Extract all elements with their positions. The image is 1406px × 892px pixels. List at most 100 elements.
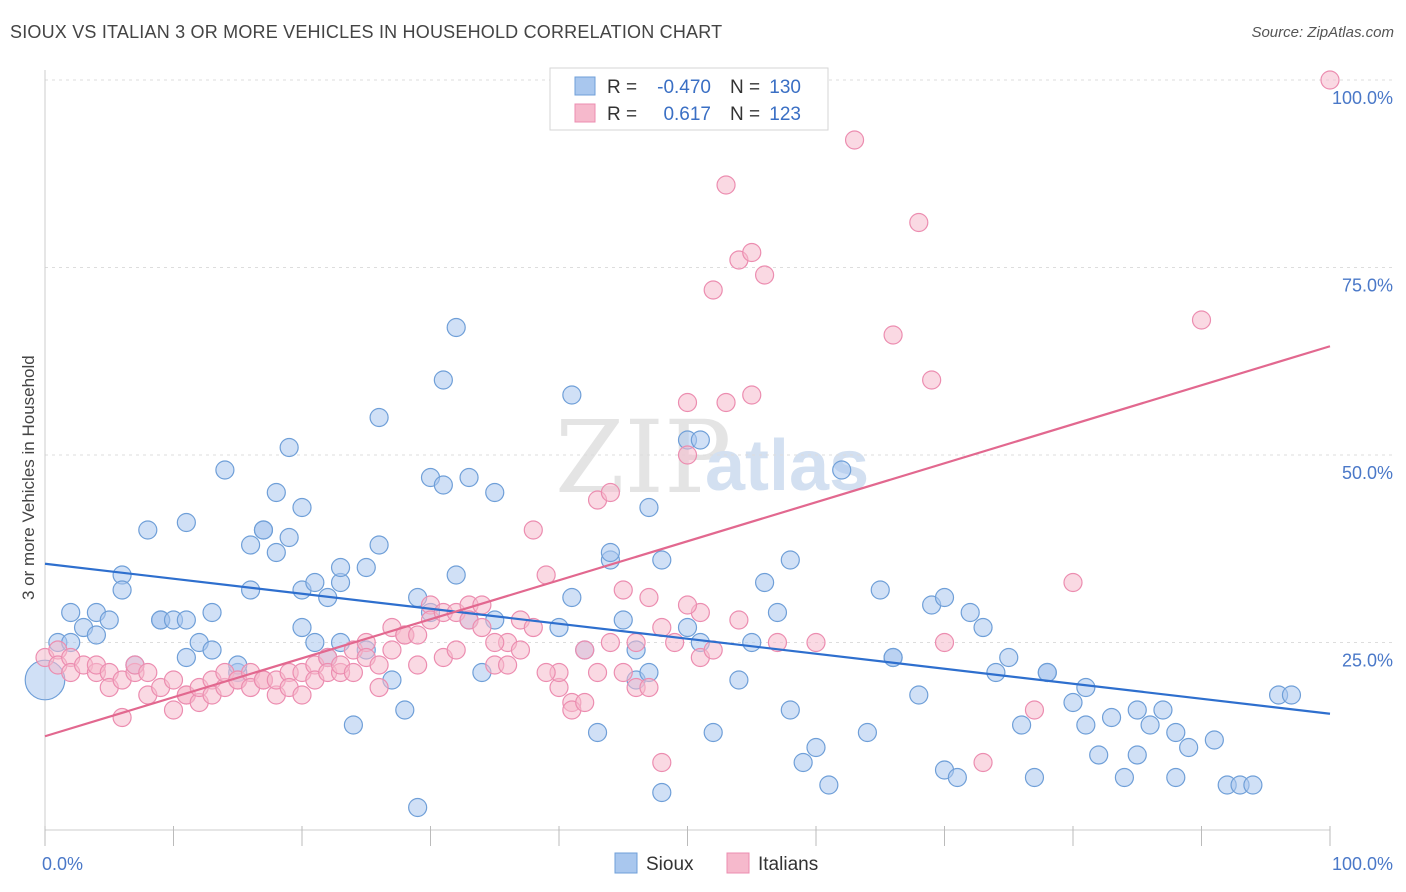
point-sioux bbox=[369, 535, 389, 555]
point-sioux bbox=[690, 430, 710, 450]
point-italians bbox=[536, 662, 556, 683]
x-axis-ticks bbox=[44, 826, 1331, 846]
x-tick-label-min: 0.0% bbox=[42, 854, 83, 874]
point-sioux bbox=[870, 580, 890, 600]
point-sioux bbox=[754, 572, 775, 593]
point-italians bbox=[587, 662, 608, 683]
point-sioux bbox=[819, 775, 839, 795]
point-italians bbox=[973, 752, 993, 773]
y-axis-label: 3 or more Vehicles in Household bbox=[19, 355, 38, 600]
point-sioux bbox=[742, 632, 762, 653]
point-italians bbox=[806, 632, 826, 653]
legend-r-value-italians: 0.617 bbox=[663, 104, 711, 125]
y-tick-label: 25.0% bbox=[1342, 651, 1393, 671]
point-sioux bbox=[446, 317, 466, 338]
point-italians bbox=[485, 632, 505, 653]
point-sioux bbox=[600, 542, 621, 563]
point-italians bbox=[844, 130, 865, 150]
point-sioux bbox=[1076, 677, 1096, 698]
point-italians bbox=[343, 662, 363, 683]
legend-r-label-italians: R = bbox=[607, 104, 637, 125]
point-sioux bbox=[433, 370, 453, 390]
point-italians bbox=[408, 655, 428, 675]
point-sioux bbox=[999, 647, 1019, 668]
point-italians bbox=[163, 670, 184, 690]
point-sioux bbox=[86, 625, 107, 645]
point-sioux bbox=[459, 467, 479, 488]
point-sioux bbox=[1166, 722, 1186, 743]
point-sioux bbox=[562, 587, 582, 608]
point-sioux bbox=[587, 722, 608, 743]
point-italians bbox=[742, 242, 762, 263]
point-italians bbox=[909, 212, 929, 233]
bottom-legend-swatch-italians bbox=[726, 852, 750, 874]
point-italians bbox=[1024, 700, 1045, 720]
point-sioux bbox=[292, 497, 312, 518]
point-sioux bbox=[793, 752, 813, 773]
point-italians bbox=[677, 392, 698, 413]
point-sioux bbox=[1179, 737, 1199, 758]
point-sioux bbox=[1153, 700, 1173, 720]
point-italians bbox=[703, 280, 723, 300]
point-italians bbox=[742, 385, 762, 405]
point-sioux bbox=[677, 617, 698, 638]
point-italians bbox=[510, 640, 531, 660]
point-sioux bbox=[215, 460, 235, 480]
point-italians bbox=[575, 640, 595, 660]
point-italians bbox=[382, 640, 402, 660]
point-sioux bbox=[960, 602, 980, 623]
point-sioux bbox=[266, 542, 286, 563]
y-tick-labels: 100.0% 75.0% 50.0% 25.0% bbox=[1332, 88, 1393, 671]
y-tick-label: 50.0% bbox=[1342, 463, 1393, 483]
point-sioux bbox=[639, 497, 659, 518]
bottom-legend-label-italians: Italians bbox=[758, 854, 818, 875]
point-sioux bbox=[1204, 730, 1224, 750]
point-italians bbox=[922, 370, 942, 390]
point-sioux bbox=[202, 602, 222, 623]
point-italians bbox=[677, 595, 698, 615]
trend-line-italians bbox=[44, 345, 1331, 738]
point-italians bbox=[652, 617, 672, 638]
source-label: Source: ZipAtlas.com bbox=[1251, 24, 1394, 41]
point-sioux bbox=[832, 460, 852, 480]
point-italians bbox=[677, 445, 698, 465]
legend-r-label-sioux: R = bbox=[607, 77, 637, 98]
bottom-legend-swatch-sioux bbox=[614, 852, 638, 874]
legend-swatch-italians bbox=[574, 103, 596, 123]
point-sioux bbox=[703, 722, 723, 743]
bottom-legend-label-sioux: Sioux bbox=[646, 854, 694, 875]
point-sioux bbox=[729, 670, 749, 690]
point-italians bbox=[767, 632, 788, 653]
point-italians bbox=[716, 175, 736, 195]
chart-title: SIOUX VS ITALIAN 3 OR MORE VEHICLES IN H… bbox=[10, 22, 723, 42]
point-italians bbox=[369, 655, 389, 675]
point-sioux bbox=[1140, 715, 1160, 735]
point-sioux bbox=[1243, 775, 1263, 795]
point-sioux bbox=[1063, 692, 1083, 713]
series-legend: Sioux Italians bbox=[614, 852, 818, 875]
point-sioux bbox=[279, 437, 299, 458]
correlation-legend: R = -0.470 N = 130 R = 0.617 N = 123 bbox=[549, 67, 829, 131]
point-sioux bbox=[1281, 685, 1302, 705]
point-sioux bbox=[305, 572, 325, 593]
point-italians bbox=[934, 632, 955, 653]
y-tick-label: 75.0% bbox=[1342, 276, 1393, 296]
point-italians bbox=[1063, 572, 1083, 593]
point-sioux bbox=[1166, 767, 1186, 788]
legend-swatch-sioux bbox=[574, 76, 596, 96]
point-sioux bbox=[292, 617, 312, 638]
point-sioux bbox=[446, 565, 466, 585]
point-sioux bbox=[279, 527, 299, 548]
point-sioux bbox=[395, 700, 415, 720]
point-sioux bbox=[176, 610, 196, 630]
point-sioux bbox=[1089, 745, 1109, 765]
point-italians bbox=[523, 520, 543, 540]
point-italians bbox=[626, 632, 646, 653]
point-sioux bbox=[1076, 715, 1096, 735]
point-sioux bbox=[266, 482, 286, 503]
point-sioux bbox=[562, 385, 582, 405]
point-italians bbox=[1320, 70, 1340, 90]
point-italians bbox=[652, 752, 672, 773]
legend-n-label-italians: N = bbox=[730, 104, 760, 125]
